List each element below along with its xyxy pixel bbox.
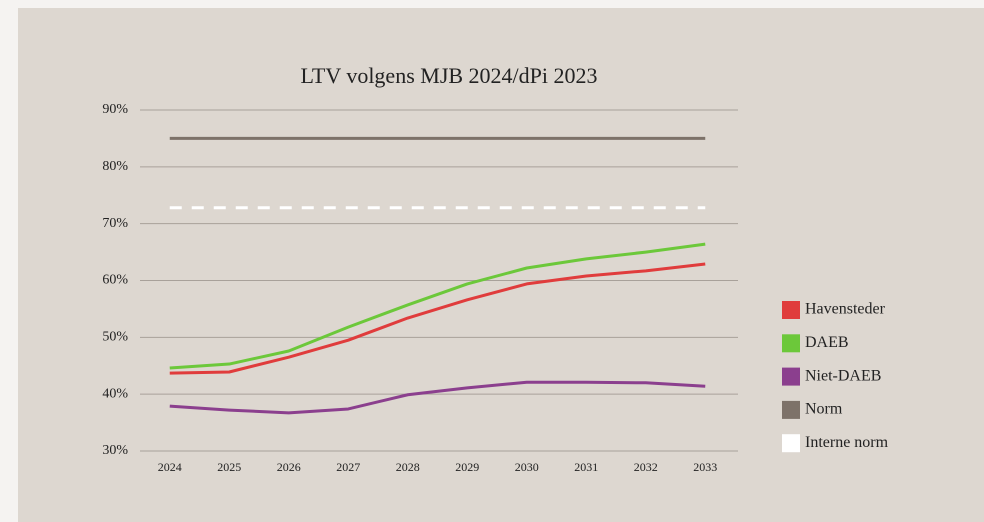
y-tick-label: 50% xyxy=(102,330,128,345)
series-line xyxy=(169,380,706,415)
y-tick-label: 80% xyxy=(102,159,128,174)
x-tick-label: 2032 xyxy=(634,460,658,474)
x-tick-label: 2030 xyxy=(515,460,539,474)
legend-label: Havensteder xyxy=(805,301,886,318)
legend-swatch xyxy=(782,367,800,386)
series-line xyxy=(169,242,706,370)
legend-swatch xyxy=(782,434,800,453)
x-tick-label: 2033 xyxy=(693,460,717,474)
legend-swatch xyxy=(782,301,800,319)
chart-title: LTV volgens MJB 2024/dPi 2023 xyxy=(300,63,597,88)
x-tick-label: 2027 xyxy=(336,460,360,474)
legend-label: Niet-DAEB xyxy=(805,367,881,384)
y-tick-label: 30% xyxy=(102,443,128,458)
y-tick-label: 60% xyxy=(102,273,128,288)
x-tick-label: 2024 xyxy=(158,460,182,474)
y-tick-label: 70% xyxy=(102,216,128,231)
y-tick-label: 90% xyxy=(102,102,128,117)
legend-swatch xyxy=(782,400,800,419)
x-tick-label: 2029 xyxy=(455,460,479,474)
series-line xyxy=(169,262,706,375)
x-tick-label: 2031 xyxy=(574,460,598,474)
y-tick-label: 40% xyxy=(102,386,128,401)
legend-label: Norm xyxy=(805,401,843,418)
legend-label: DAEB xyxy=(805,334,849,351)
x-tick-label: 2026 xyxy=(277,460,301,474)
x-tick-label: 2028 xyxy=(396,460,420,474)
x-tick-label: 2025 xyxy=(217,460,241,474)
legend-label: Interne norm xyxy=(805,434,889,451)
chart-background xyxy=(18,8,984,522)
legend-swatch xyxy=(782,334,800,353)
